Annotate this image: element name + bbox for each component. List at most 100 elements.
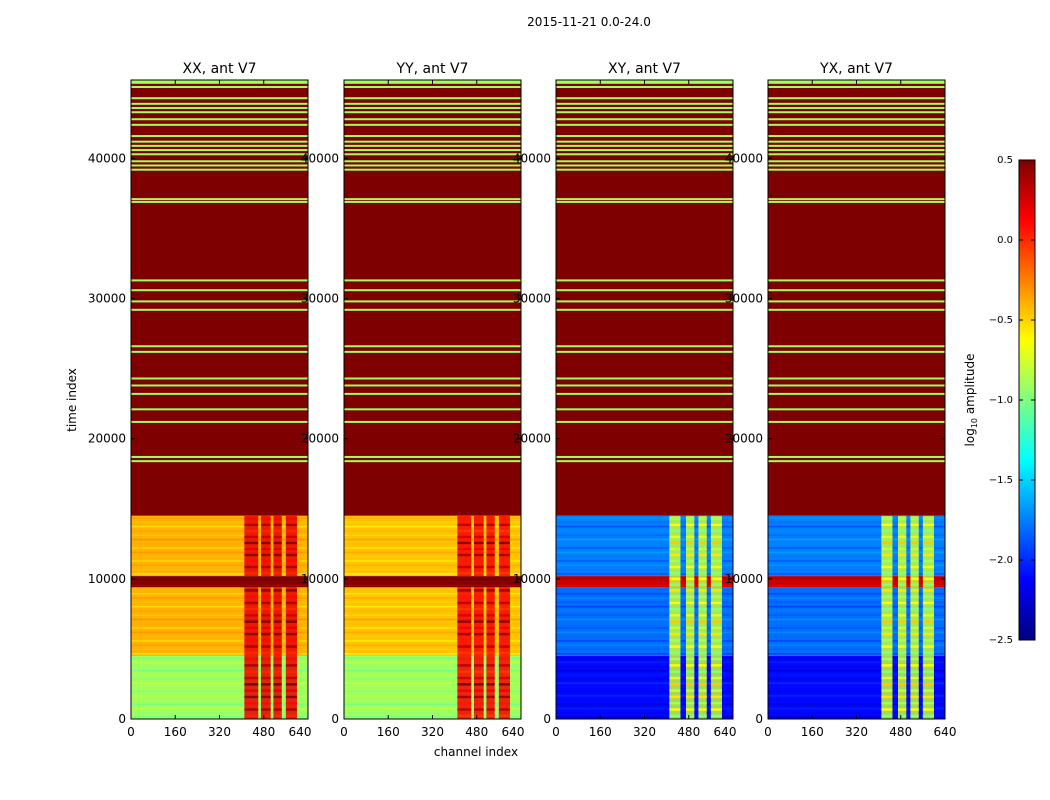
texture-row: [768, 690, 945, 693]
flag-gap-row: [131, 198, 308, 201]
texture-row: [768, 560, 945, 562]
flag-gap-row: [556, 140, 733, 143]
hot-band-row: [285, 589, 297, 592]
hot-band-row: [685, 565, 695, 569]
texture-row: [768, 610, 945, 612]
texture-row: [131, 577, 308, 579]
x-tick-label: 320: [208, 725, 231, 739]
panel-image: [344, 80, 521, 719]
texture-row: [768, 631, 945, 634]
texture-row: [344, 534, 521, 536]
texture-row: [768, 525, 945, 528]
hot-band-row: [897, 559, 907, 563]
texture-row: [344, 592, 521, 595]
hot-band-row: [669, 676, 681, 680]
hot-band-row: [486, 553, 495, 557]
hot-band: [881, 655, 893, 719]
hot-band-row: [473, 695, 484, 699]
hot-band-row: [273, 626, 282, 630]
texture-row: [768, 597, 945, 599]
hot-band-row: [457, 702, 472, 705]
flag-gap-row: [768, 135, 945, 138]
texture-row: [556, 564, 733, 567]
hot-band-row: [486, 607, 495, 611]
hot-band-row: [260, 620, 271, 623]
hot-band-row: [260, 565, 271, 569]
hot-band-row: [498, 657, 510, 661]
y-tick-label: 0: [118, 712, 126, 726]
hot-band-row: [273, 547, 282, 551]
texture-row: [131, 551, 308, 554]
x-tick-label: 480: [889, 725, 912, 739]
texture-row: [344, 644, 521, 647]
hot-band-row: [669, 714, 681, 718]
colorbar-tick-label: −1.5: [989, 475, 1013, 486]
hot-band-row: [685, 639, 695, 642]
texture-row: [556, 648, 733, 651]
flag-gap-row: [344, 279, 521, 282]
flag-gap-row: [344, 86, 521, 89]
hot-band-row: [881, 565, 893, 569]
texture-row: [344, 530, 521, 532]
y-tick-label: 30000: [301, 292, 339, 306]
colorbar: 0.5 0.0 −0.5 −1.0 −1.5 −2.0 −2.5 log10 amplitu…: [963, 155, 1036, 646]
flag-gap-row: [768, 377, 945, 380]
flag-gap-row: [556, 345, 733, 348]
hot-band: [486, 655, 495, 719]
texture-row: [131, 640, 308, 642]
hot-band-row: [910, 595, 919, 598]
y-axis-label: time index: [65, 368, 79, 432]
hot-band-row: [473, 702, 484, 705]
hot-band-row: [698, 645, 707, 648]
hot-band-row: [922, 607, 934, 611]
hot-band-row: [285, 695, 297, 699]
hot-band-row: [710, 614, 722, 617]
hot-band-row: [698, 620, 707, 623]
hot-band-row: [897, 541, 907, 545]
hot-band-row: [486, 565, 495, 569]
hot-band-row: [473, 620, 484, 623]
texture-row: [556, 551, 733, 554]
hot-band-row: [897, 517, 907, 521]
hot-band-row: [285, 547, 297, 551]
hot-band-row: [710, 657, 722, 661]
texture-row: [556, 627, 733, 629]
colorbar-label: log10 amplitude: [963, 354, 979, 447]
hot-band-row: [498, 517, 510, 521]
flag-gap-row: [344, 377, 521, 380]
hot-band-row: [881, 664, 893, 667]
hot-band-row: [457, 541, 472, 545]
hot-band-row: [473, 517, 484, 521]
texture-row: [556, 547, 733, 549]
hot-band-row: [698, 583, 707, 586]
hot-band-row: [922, 541, 934, 545]
hot-band-row: [498, 559, 510, 563]
hot-band-row: [698, 714, 707, 718]
hot-band-row: [698, 657, 707, 661]
hot-band-row: [273, 664, 282, 667]
hot-band-row: [273, 607, 282, 611]
hot-band-row: [457, 523, 472, 527]
hot-band-row: [244, 708, 259, 711]
texture-row: [131, 597, 308, 599]
hot-band-row: [260, 589, 271, 592]
y-tick-label: 20000: [513, 432, 551, 446]
texture-row: [344, 614, 521, 616]
texture-row: [556, 597, 733, 599]
y-tick-label: 10000: [88, 572, 126, 586]
hot-band-row: [486, 571, 495, 575]
flag-gap-row: [131, 408, 308, 411]
texture-row: [131, 584, 308, 587]
panel-3: XY, ant V7 0 160 320 480 640 0 10000 20000 30000 4…: [513, 61, 737, 739]
hot-band-row: [881, 645, 893, 648]
flag-gap-row: [344, 102, 521, 105]
hot-band-row: [710, 689, 722, 692]
texture-row: [344, 703, 521, 706]
hot-band-row: [486, 523, 495, 527]
hot-band-row: [273, 645, 282, 648]
hot-band-row: [698, 523, 707, 527]
hot-band-row: [669, 553, 681, 557]
hot-band-row: [910, 577, 919, 581]
hot-band-row: [685, 632, 695, 636]
hot-band-row: [244, 714, 259, 718]
